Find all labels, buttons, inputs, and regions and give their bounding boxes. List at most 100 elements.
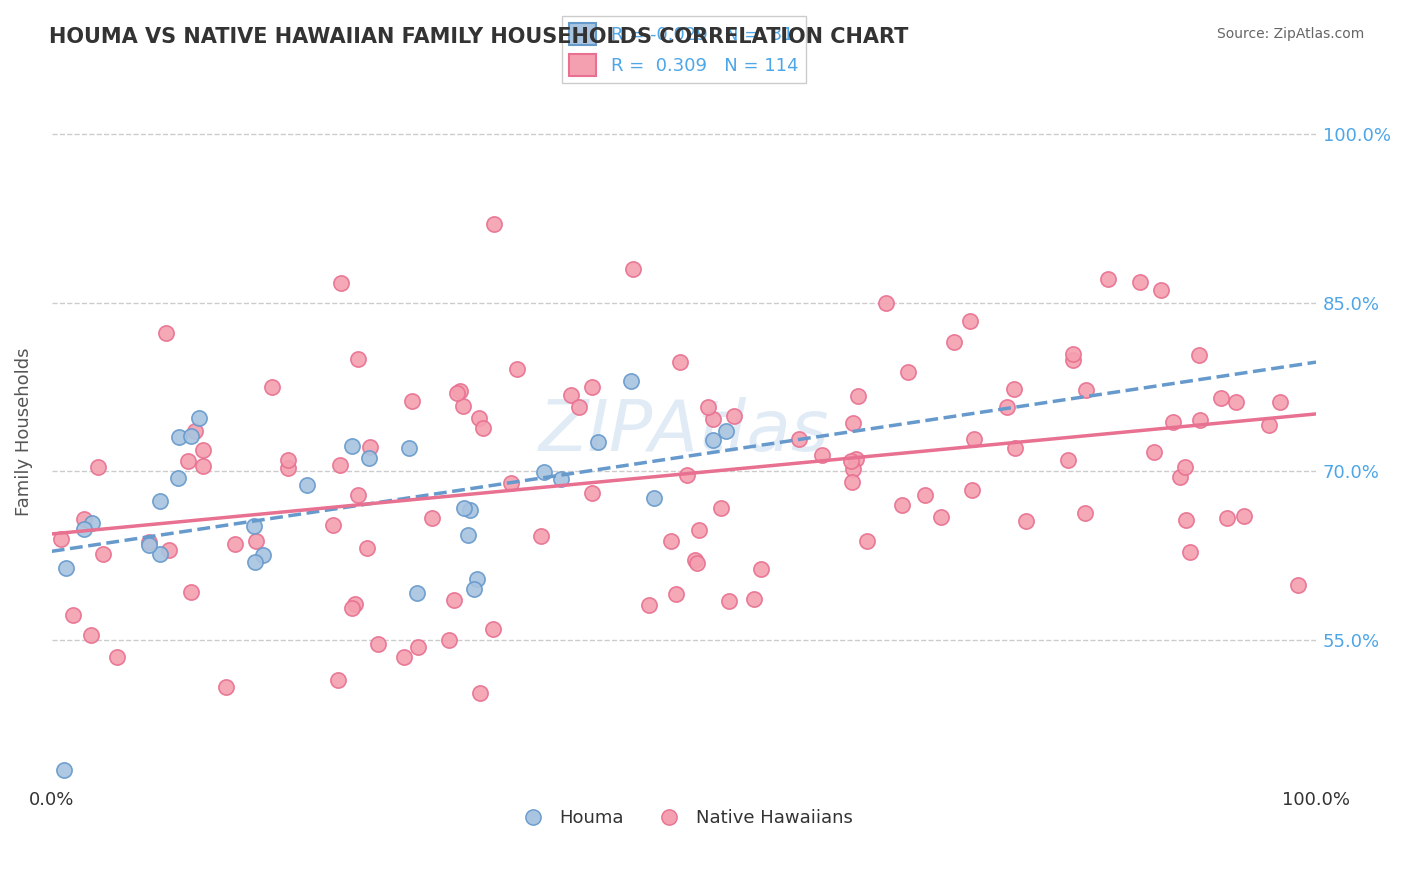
Y-axis label: Family Households: Family Households	[15, 348, 32, 516]
Point	[897, 365, 920, 379]
Point	[1178, 545, 1201, 559]
Point	[214, 680, 236, 694]
Point	[457, 527, 479, 541]
Point	[995, 401, 1018, 415]
Point	[742, 591, 765, 606]
Point	[856, 533, 879, 548]
Point	[1142, 445, 1164, 459]
Point	[620, 374, 643, 388]
Point	[359, 440, 381, 454]
Point	[472, 421, 495, 435]
Point	[506, 362, 529, 376]
Point	[1257, 417, 1279, 432]
Point	[1209, 391, 1232, 405]
Point	[470, 686, 492, 700]
Point	[443, 593, 465, 607]
Point	[846, 389, 869, 403]
Point	[482, 622, 505, 636]
Point	[710, 501, 733, 516]
Legend: Houma, Native Hawaiians: Houma, Native Hawaiians	[508, 802, 860, 834]
Point	[1168, 470, 1191, 484]
Point	[963, 432, 986, 446]
Point	[346, 351, 368, 366]
Point	[1074, 506, 1097, 520]
Point	[1004, 441, 1026, 455]
Point	[1056, 453, 1078, 467]
Point	[343, 598, 366, 612]
Point	[82, 516, 104, 531]
Point	[841, 462, 863, 476]
Point	[1188, 348, 1211, 362]
Point	[357, 450, 380, 465]
Point	[458, 502, 481, 516]
Point	[686, 556, 709, 570]
Point	[533, 465, 555, 479]
Point	[80, 627, 103, 641]
Point	[453, 501, 475, 516]
Point	[683, 552, 706, 566]
Point	[1233, 508, 1256, 523]
Point	[1163, 415, 1185, 429]
Point	[1175, 513, 1198, 527]
Point	[449, 384, 471, 399]
Point	[841, 416, 863, 430]
Point	[467, 410, 489, 425]
Point	[55, 561, 77, 575]
Point	[959, 314, 981, 328]
Point	[1015, 514, 1038, 528]
Point	[188, 410, 211, 425]
Point	[322, 518, 344, 533]
Point	[568, 401, 591, 415]
Point	[465, 572, 488, 586]
Point	[530, 528, 553, 542]
Point	[1225, 394, 1247, 409]
Point	[252, 548, 274, 562]
Point	[398, 441, 420, 455]
Point	[1074, 383, 1097, 397]
Point	[787, 432, 810, 446]
Point	[637, 598, 659, 612]
Point	[73, 512, 96, 526]
Point	[73, 522, 96, 536]
Point	[329, 458, 352, 472]
Point	[193, 458, 215, 473]
Point	[1062, 353, 1084, 368]
Point	[245, 534, 267, 549]
Point	[1189, 412, 1212, 426]
Point	[91, 547, 114, 561]
Point	[669, 355, 692, 369]
Point	[1062, 347, 1084, 361]
Point	[53, 763, 76, 777]
Point	[1216, 511, 1239, 525]
Point	[437, 633, 460, 648]
Point	[167, 471, 190, 485]
Point	[451, 399, 474, 413]
Point	[696, 400, 718, 414]
Point	[962, 483, 984, 497]
Point	[326, 673, 349, 687]
Point	[180, 429, 202, 443]
Point	[890, 498, 912, 512]
Point	[62, 608, 84, 623]
Point	[105, 650, 128, 665]
Point	[1174, 459, 1197, 474]
Point	[184, 424, 207, 438]
Point	[243, 518, 266, 533]
Point	[295, 477, 318, 491]
Point	[463, 582, 485, 596]
Point	[702, 433, 724, 447]
Point	[665, 587, 688, 601]
Point	[845, 452, 868, 467]
Point	[340, 439, 363, 453]
Point	[875, 296, 897, 310]
Point	[621, 261, 644, 276]
Point	[581, 380, 603, 394]
Point	[138, 539, 160, 553]
Point	[1002, 382, 1025, 396]
Point	[581, 486, 603, 500]
Point	[1286, 577, 1309, 591]
Point	[420, 511, 443, 525]
Point	[501, 475, 523, 490]
Point	[550, 472, 572, 486]
Point	[356, 541, 378, 555]
